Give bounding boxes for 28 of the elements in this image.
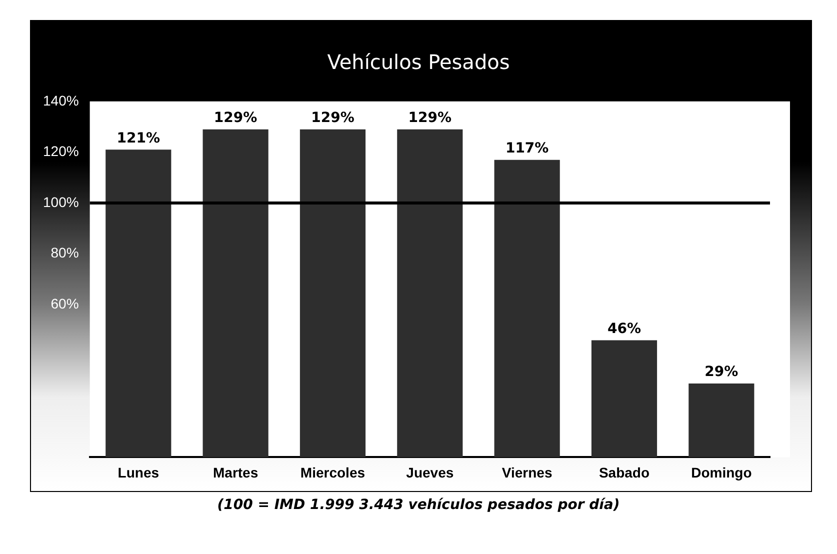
x-tick-label: Viernes xyxy=(502,464,552,480)
bar xyxy=(688,384,754,458)
bar xyxy=(591,340,658,458)
text: (100 = IMD 1.999 3.443 vehículos pesados por día) xyxy=(216,497,621,513)
data-label: 129% xyxy=(311,110,354,126)
y-tick-label: 120% xyxy=(42,143,79,160)
y-tick-label: 60% xyxy=(50,296,79,312)
chart-title: Vehículos Pesados xyxy=(326,50,511,74)
data-label: 121% xyxy=(116,130,160,146)
y-tick-label: 100% xyxy=(42,194,79,210)
bar xyxy=(494,160,560,458)
data-label: 117% xyxy=(505,140,549,156)
x-tick-label: Jueves xyxy=(406,464,454,480)
x-tick-label: Lunes xyxy=(118,464,160,480)
bar xyxy=(300,129,366,458)
bar xyxy=(397,129,463,458)
data-label: 129% xyxy=(408,110,452,126)
y-tick-label: 140% xyxy=(42,92,79,108)
bar xyxy=(106,150,172,458)
x-tick-label: Miercoles xyxy=(300,464,366,480)
bar xyxy=(202,129,268,458)
x-tick-label: Sabado xyxy=(598,464,650,480)
y-tick-label: 80% xyxy=(50,244,79,261)
data-label: 46% xyxy=(607,320,641,337)
x-tick-label: Domingo xyxy=(691,464,752,480)
data-label: 129% xyxy=(214,110,258,126)
data-label: 29% xyxy=(704,364,738,380)
x-tick-label: Martes xyxy=(212,464,258,480)
